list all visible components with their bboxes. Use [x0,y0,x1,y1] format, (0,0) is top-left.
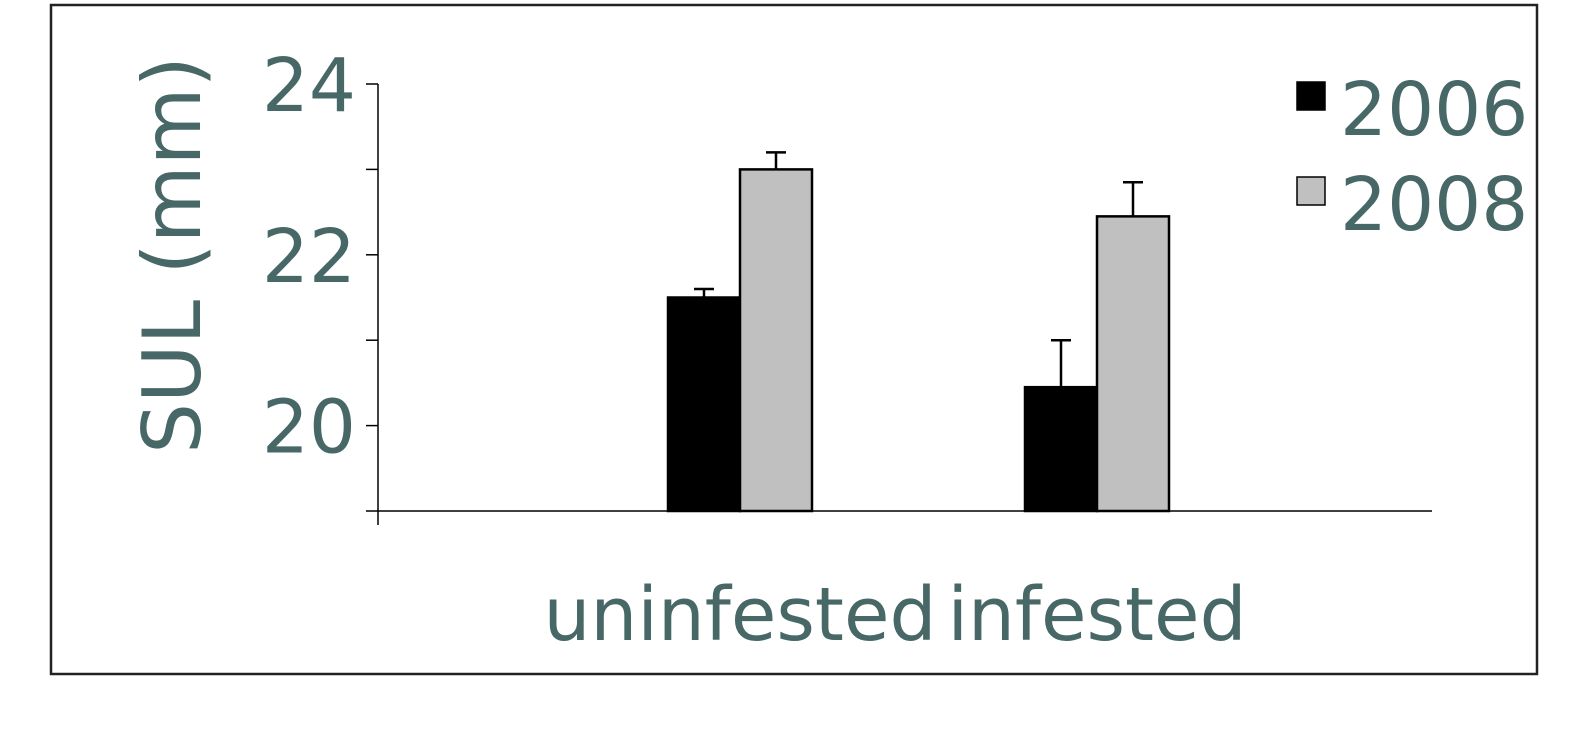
x-tick-label-infested: infested [947,572,1246,658]
y-axis-label: SUL (mm) [126,56,219,454]
error-bars-group [694,151,1143,388]
bar-2008-infested [1095,215,1171,513]
y-tick-label: 22 [262,214,356,300]
legend-swatch-2008 [1296,176,1326,206]
y-axis: 20 22 24 [262,43,379,525]
y-tick-label: 20 [262,385,356,471]
legend: 2006 2008 [1296,67,1528,248]
legend-label-2006: 2006 [1340,67,1528,153]
bar-2006-uninfested [666,296,742,513]
legend-label-2008: 2008 [1340,162,1528,248]
y-tick-label: 24 [262,43,356,129]
x-tick-labels: uninfested infested [544,572,1247,658]
legend-swatch-2006 [1296,81,1326,111]
bars-group [666,168,1171,513]
x-tick-label-uninfested: uninfested [544,572,937,658]
bar-2008-uninfested [738,168,814,513]
bar-2006-infested [1023,385,1099,513]
